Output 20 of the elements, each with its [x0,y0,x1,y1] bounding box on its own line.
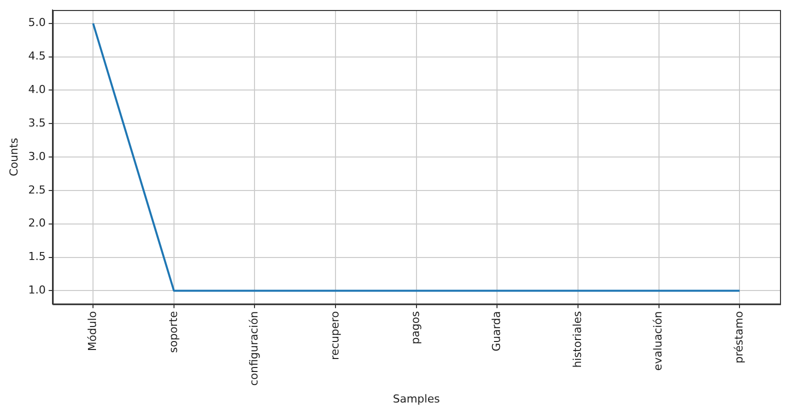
y-tick-label: 4.0 [28,83,46,96]
x-tick-label: configuración [248,311,261,386]
x-tick-label: soporte [166,310,180,353]
y-tick-label: 5.0 [28,16,46,30]
y-tick-label: 3.5 [28,116,46,130]
y-tick-label: 1.5 [28,250,46,264]
y-tick-label: 2.5 [28,183,46,196]
x-axis-title: Samples [392,392,440,406]
y-tick-label: 4.5 [28,50,46,63]
y-tick-label: 1.0 [28,284,46,297]
x-tick-label: historiales [570,310,584,368]
x-tick-label: recupero [328,310,342,360]
y-axis-title: Counts [7,138,20,176]
x-tick-label: Módulo [86,310,99,352]
x-tick-label: evaluación [652,311,665,371]
y-tick-label: 3.0 [28,150,46,163]
x-tick-label: préstamo [732,310,746,364]
y-tick-label: 2.0 [28,216,46,230]
x-tick-label: pagos [409,310,422,344]
x-tick-label: Guarda [490,311,504,352]
